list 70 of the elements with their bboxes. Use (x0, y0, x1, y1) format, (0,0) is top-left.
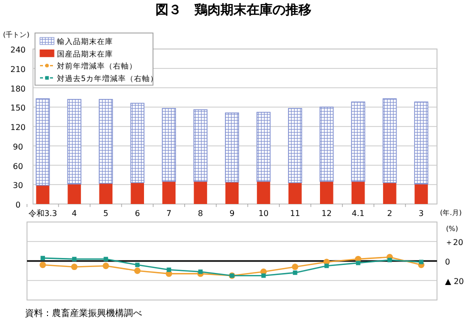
x-tick-label: 2 (387, 209, 392, 218)
bar (383, 182, 396, 204)
bar (414, 184, 428, 204)
point (261, 273, 266, 278)
y-tick-label: 150 (10, 104, 26, 113)
bar (68, 184, 81, 204)
y-tick-label: 90 (12, 142, 24, 152)
chart-title: 図３ 鶏肉期末在庫の推移 (156, 2, 312, 18)
x-tick-label: 7 (166, 209, 172, 218)
y-tick-label: 0 (15, 200, 21, 210)
x-tick-label: 11 (290, 209, 300, 218)
x-tick-label: 6 (134, 209, 140, 218)
point (166, 268, 172, 272)
x-tick-label: 5 (103, 209, 108, 218)
point (324, 264, 329, 268)
y-tick-label: ＋20 (445, 238, 464, 247)
bar (162, 181, 176, 204)
x-tick-label: 9 (229, 209, 235, 218)
point (198, 270, 203, 274)
bar (414, 102, 428, 184)
point (419, 260, 424, 264)
y-tick-label: 30 (12, 181, 24, 190)
point (292, 264, 298, 270)
point (387, 258, 392, 262)
bar (162, 108, 176, 182)
point (71, 264, 78, 270)
y-tick-label: 60 (12, 162, 24, 171)
point (40, 262, 46, 268)
point (102, 262, 110, 270)
bar (98, 98, 113, 184)
x-tick-label: 令和3.3 (28, 209, 58, 218)
point (135, 262, 140, 268)
point (104, 256, 108, 262)
y-tick-label: 210 (10, 64, 26, 74)
x-tick-label: 3 (418, 209, 424, 218)
bar (288, 108, 302, 184)
x-tick-label: 8 (198, 209, 204, 218)
bar (352, 181, 365, 204)
bar (225, 182, 239, 204)
bar (351, 102, 366, 182)
bar (256, 181, 270, 204)
bar (67, 98, 82, 184)
bar (130, 102, 144, 184)
x-tick-label: 4 (72, 209, 77, 218)
x-tick-label: 10 (258, 209, 269, 218)
point (134, 268, 141, 274)
bar (256, 112, 271, 182)
bar (382, 98, 397, 184)
x-tick-label: 4.1 (352, 209, 365, 218)
bar (320, 181, 334, 204)
y-tick-label: 180 (10, 84, 26, 94)
bar (194, 181, 208, 204)
bar (99, 183, 112, 204)
bar (320, 106, 334, 182)
text: 資料：農畜産業振興機構調べ (25, 308, 142, 319)
y-tick-label: 0 (445, 258, 450, 266)
x-tick-label: 12 (322, 209, 332, 218)
bar (193, 109, 208, 182)
bar (36, 185, 50, 204)
point (72, 256, 77, 262)
y-tick-label: 120 (10, 123, 26, 132)
bar (130, 182, 144, 204)
point (40, 256, 45, 260)
bar (36, 98, 50, 186)
y-tick-label: 240 (10, 46, 26, 54)
point (292, 270, 298, 275)
bar (224, 112, 240, 182)
point (356, 260, 360, 266)
y-tick-label: ▲ 20 (445, 277, 464, 286)
bar (288, 182, 302, 204)
